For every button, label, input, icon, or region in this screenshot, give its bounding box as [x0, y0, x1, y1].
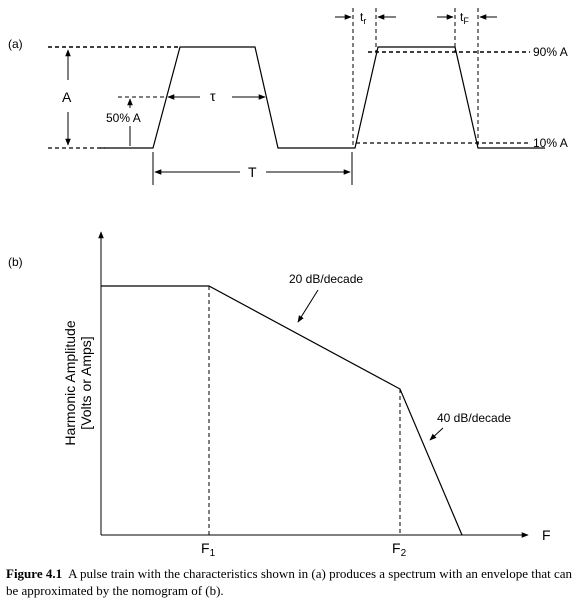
- panel-b-label: (b): [8, 255, 23, 269]
- figure-svg: (a) A 50% A τ T tr: [8, 8, 568, 559]
- panel-a: (a) A 50% A τ T tr: [8, 8, 568, 185]
- level-90-label: 90% A: [533, 45, 568, 59]
- period-label: T: [248, 164, 257, 180]
- y-axis-label-line1: Harmonic Amplitude: [62, 320, 78, 445]
- slope1-pointer: [297, 289, 319, 323]
- rise-time-label: tr: [360, 10, 366, 26]
- slope2-pointer: [429, 427, 444, 441]
- caption-text: A pulse train with the characteristics s…: [6, 566, 573, 598]
- y-axis-label-line2: [Volts or Amps]: [78, 336, 94, 429]
- panel-b: (b) F Harmonic Amplitude [Volts or Amps]…: [8, 231, 551, 559]
- slope1-label: 20 dB/decade: [289, 272, 363, 286]
- f2-label: F2: [392, 540, 407, 559]
- half-amplitude-label: 50% A: [106, 111, 141, 125]
- x-axis-label: F: [542, 527, 551, 543]
- f1-label: F1: [201, 540, 216, 559]
- pulse-waveform: [100, 46, 545, 149]
- fall-time-label: tF: [460, 10, 469, 26]
- level-10-label: 10% A: [533, 136, 568, 150]
- pulse-width-label: τ: [210, 88, 216, 104]
- spectrum-envelope: [101, 285, 463, 536]
- caption-tag: Figure 4.1: [6, 566, 63, 581]
- amplitude-label: A: [62, 89, 72, 105]
- slope2-label: 40 dB/decade: [437, 411, 511, 425]
- figure-caption: Figure 4.1 A pulse train with the charact…: [6, 565, 578, 599]
- panel-a-label: (a): [8, 37, 23, 51]
